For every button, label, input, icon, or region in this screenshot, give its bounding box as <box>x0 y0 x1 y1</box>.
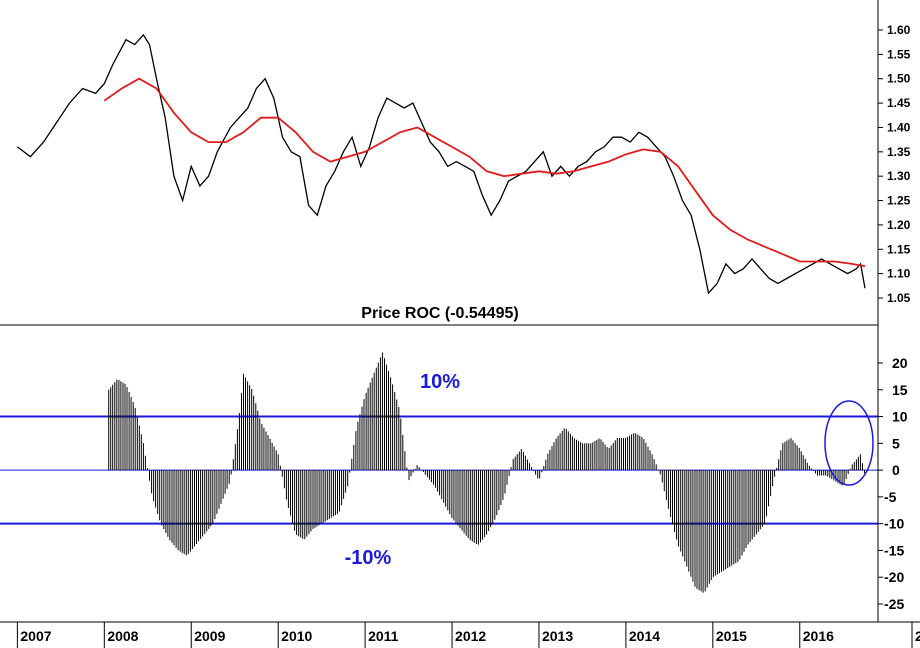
roc-y-tick-label: 0 <box>892 462 900 478</box>
roc-y-tick-label: 15 <box>892 382 908 398</box>
price-y-tick-label: 1.15 <box>887 242 911 256</box>
highlight-circle <box>824 400 874 486</box>
reference-label: 10% <box>420 371 460 393</box>
price-y-tick-label: 1.40 <box>887 120 911 134</box>
time-tick-label: 2015 <box>716 628 747 644</box>
price-y-tick-label: 1.05 <box>887 291 911 305</box>
roc-bars <box>108 352 865 593</box>
price-y-tick-label: 1.30 <box>887 169 911 183</box>
roc-y-tick-label: -20 <box>884 569 904 585</box>
roc-panel: Price ROC (-0.54495) 10% -10% 20 15 10 5 0 -5 -… <box>0 305 908 612</box>
time-axis: 2007 2008 2009 2010 2011 2012 2013 2014 2015 2016… <box>0 621 920 648</box>
price-y-tick-label: 1.45 <box>887 96 911 110</box>
roc-y-tick-label: -10 <box>884 516 904 532</box>
time-tick-label: 2009 <box>194 628 225 644</box>
roc-title: Price ROC (-0.54495) <box>361 305 518 322</box>
price-y-tick-label: 1.20 <box>887 218 911 232</box>
time-tick-label: 2010 <box>281 628 312 644</box>
roc-y-tick-label: 5 <box>892 435 900 451</box>
time-tick-label: 2012 <box>455 628 486 644</box>
time-tick-label: 2008 <box>107 628 138 644</box>
price-y-tick-label: 1.55 <box>887 47 911 61</box>
roc-y-tick-label: -15 <box>884 542 904 558</box>
price-y-tick-label: 1.50 <box>887 72 911 86</box>
price-y-tick-label: 1.35 <box>887 145 911 159</box>
price-y-tick-label: 1.25 <box>887 194 911 208</box>
price-y-tick-label: 1.10 <box>887 267 911 281</box>
roc-y-tick-label: -5 <box>884 489 897 505</box>
time-tick-label: 2011 <box>368 628 399 644</box>
roc-y-tick-label: 20 <box>892 355 908 371</box>
price-y-tick-label: 1.60 <box>887 23 911 37</box>
roc-y-tick-label: 10 <box>892 409 908 425</box>
price-panel: 1.05 1.10 1.15 1.20 1.25 1.30 1.35 1.40 1.45 1.50… <box>17 23 911 305</box>
price-plot <box>17 33 866 295</box>
time-tick-label: 2007 <box>20 628 51 644</box>
price-y-axis: 1.05 1.10 1.15 1.20 1.25 1.30 1.35 1.40 1.45 1.50… <box>878 23 911 305</box>
reference-label: -10% <box>345 547 392 569</box>
moving-average-line <box>103 77 866 268</box>
time-tick-label: 2014 <box>629 628 660 644</box>
roc-y-tick-label: -25 <box>884 596 904 612</box>
time-tick-label: 2 <box>915 628 920 644</box>
time-tick-label: 2013 <box>542 628 573 644</box>
price-line <box>17 33 866 295</box>
roc-y-axis: 20 15 10 5 0 -5 -10 -15 -20 -25 <box>878 355 908 612</box>
time-tick-label: 2016 <box>803 628 834 644</box>
